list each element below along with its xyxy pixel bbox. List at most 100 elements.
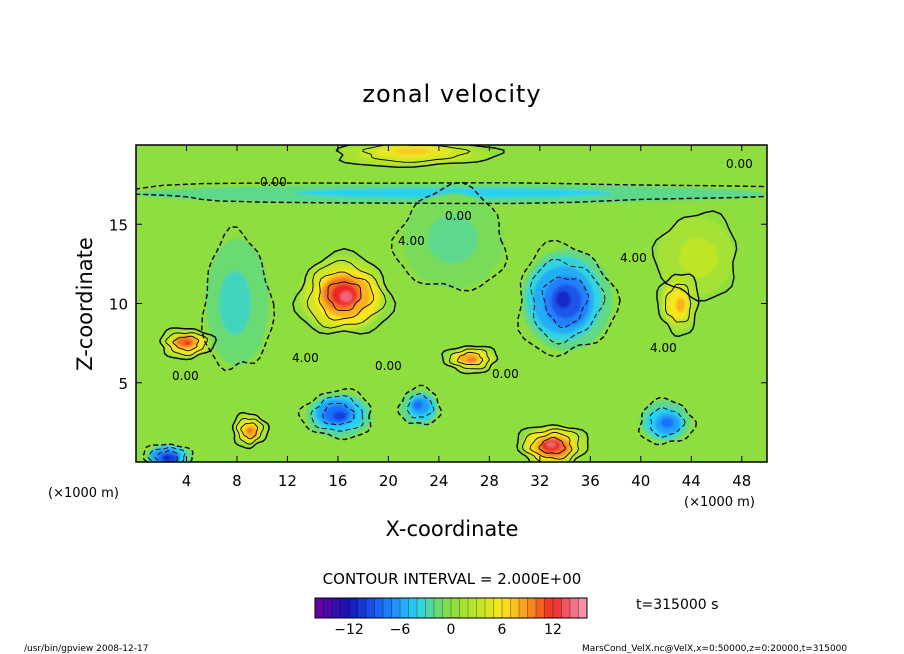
- x-unit-right: (×1000 m): [684, 495, 755, 510]
- contour-line: [310, 395, 364, 432]
- contour-interval-label: CONTOUR INTERVAL = 2.000E+00: [323, 570, 582, 588]
- colorbar-cell: [493, 597, 503, 619]
- contour-line: [649, 407, 686, 438]
- colorbar-cell: [527, 597, 537, 619]
- field-level: [246, 427, 254, 434]
- contour-line: [457, 351, 484, 366]
- contour-line: [165, 332, 208, 357]
- y-tick-label: 5: [118, 375, 128, 393]
- x-axis: 4 8 12 16 20 24 28 32 36 40 44 48: [182, 145, 751, 490]
- field-level: [467, 357, 478, 363]
- contour-line: [322, 402, 355, 426]
- colorbar-cell: [578, 597, 588, 619]
- contour-label: 0.00: [260, 175, 287, 189]
- colorbar-cell: [510, 597, 520, 619]
- colorbar-cell: [544, 597, 554, 619]
- colorbar-cell: [357, 597, 367, 619]
- velocity-cell: [146, 444, 193, 462]
- field-level: [183, 341, 192, 346]
- contour-line: [240, 422, 259, 440]
- contour-line: [665, 283, 692, 323]
- contour-line: [541, 276, 589, 328]
- velocity-cell: [205, 238, 269, 366]
- field-level: [413, 400, 423, 410]
- contour-line: [396, 384, 443, 426]
- contour-line: [172, 335, 200, 352]
- y-tick-label: 10: [109, 296, 128, 314]
- colorbar-cell: [459, 597, 469, 619]
- x-tick-label: 24: [429, 472, 448, 490]
- plot-area: 0.00 0.00 0.00 4.00 4.00 4.00 4.00 0.00 0.00 0.00: [135, 144, 768, 463]
- colorbar-cell: [408, 597, 418, 619]
- colorbar-cell: [374, 597, 384, 619]
- colorbar-cell: [467, 597, 477, 619]
- colorbar-frame: [314, 597, 588, 619]
- colorbar-cell: [425, 597, 435, 619]
- contour-line: [200, 226, 276, 372]
- contour-label: 0.00: [172, 369, 199, 383]
- velocity-cell: [234, 413, 268, 446]
- colorbar-tick-label: −12: [334, 622, 364, 638]
- x-tick-label: 44: [682, 472, 701, 490]
- contour-labels: 0.00 0.00 0.00 4.00 4.00 4.00 4.00 0.00 0.00 0.00: [172, 157, 753, 383]
- contour-label: 4.00: [398, 234, 425, 248]
- contour-lines: [136, 145, 767, 462]
- footer-right: MarsCond_VelX.nc@VelX,x=0:50000,z=0:2000…: [582, 644, 847, 654]
- colorbar-cell: [314, 597, 324, 619]
- colorbar-tick-label: 0: [447, 622, 456, 638]
- field-level: [660, 417, 674, 428]
- x-axis-label: X-coordinate: [386, 517, 519, 541]
- colorbar-tick-label: 12: [544, 622, 562, 638]
- contour-line: [530, 259, 606, 345]
- colorbar-cell: [382, 597, 392, 619]
- x-tick-label: 12: [278, 472, 297, 490]
- contour-line: [292, 247, 397, 335]
- colorbar-cell: [442, 597, 452, 619]
- contour-line: [154, 450, 179, 462]
- x-tick-label: 36: [581, 472, 600, 490]
- x-tick-label: 16: [328, 472, 347, 490]
- x-tick-label: 8: [232, 472, 242, 490]
- velocity-cell: [446, 347, 497, 374]
- colorbar-tick-label: −6: [390, 622, 411, 638]
- contour-line: [637, 396, 698, 446]
- field-level: [555, 290, 571, 308]
- contour-line: [517, 239, 621, 358]
- contour-line: [516, 424, 589, 462]
- contour-line: [656, 273, 700, 338]
- contour-line: [297, 388, 372, 441]
- colorbar-cell: [484, 597, 494, 619]
- contour-line: [159, 327, 217, 361]
- contour-label: 0.00: [726, 157, 753, 171]
- contour-line: [529, 432, 573, 460]
- contour-line: [335, 145, 505, 169]
- x-unit-left: (×1000 m): [48, 486, 119, 501]
- contour-line: [147, 446, 186, 462]
- colorbar-ticks: −12 −6 0 6 12: [334, 622, 562, 638]
- chart-title: zonal velocity: [362, 80, 541, 108]
- colorbar-cell: [535, 597, 545, 619]
- contour-label: 4.00: [292, 351, 319, 365]
- field-level: [392, 148, 431, 155]
- contour-line: [235, 418, 265, 445]
- colorbar-cell: [476, 597, 486, 619]
- y-tick-label: 15: [109, 216, 128, 234]
- field-level: [675, 297, 686, 313]
- colorbar-cell: [340, 597, 350, 619]
- contour-line: [522, 428, 580, 462]
- field-level: [339, 291, 353, 303]
- colorbar: [314, 597, 588, 619]
- contour-line: [142, 443, 194, 462]
- contour-label: 4.00: [620, 251, 647, 265]
- colorbar-cell: [433, 597, 443, 619]
- contour-label: 0.00: [492, 367, 519, 381]
- field-level: [546, 441, 556, 448]
- contour-line: [327, 281, 362, 312]
- contour-line: [538, 436, 566, 455]
- x-tick-label: 48: [732, 472, 751, 490]
- heatmap-field: [136, 145, 767, 462]
- colorbar-cell: [391, 597, 401, 619]
- contour-line: [390, 181, 509, 292]
- contour-line: [318, 271, 374, 321]
